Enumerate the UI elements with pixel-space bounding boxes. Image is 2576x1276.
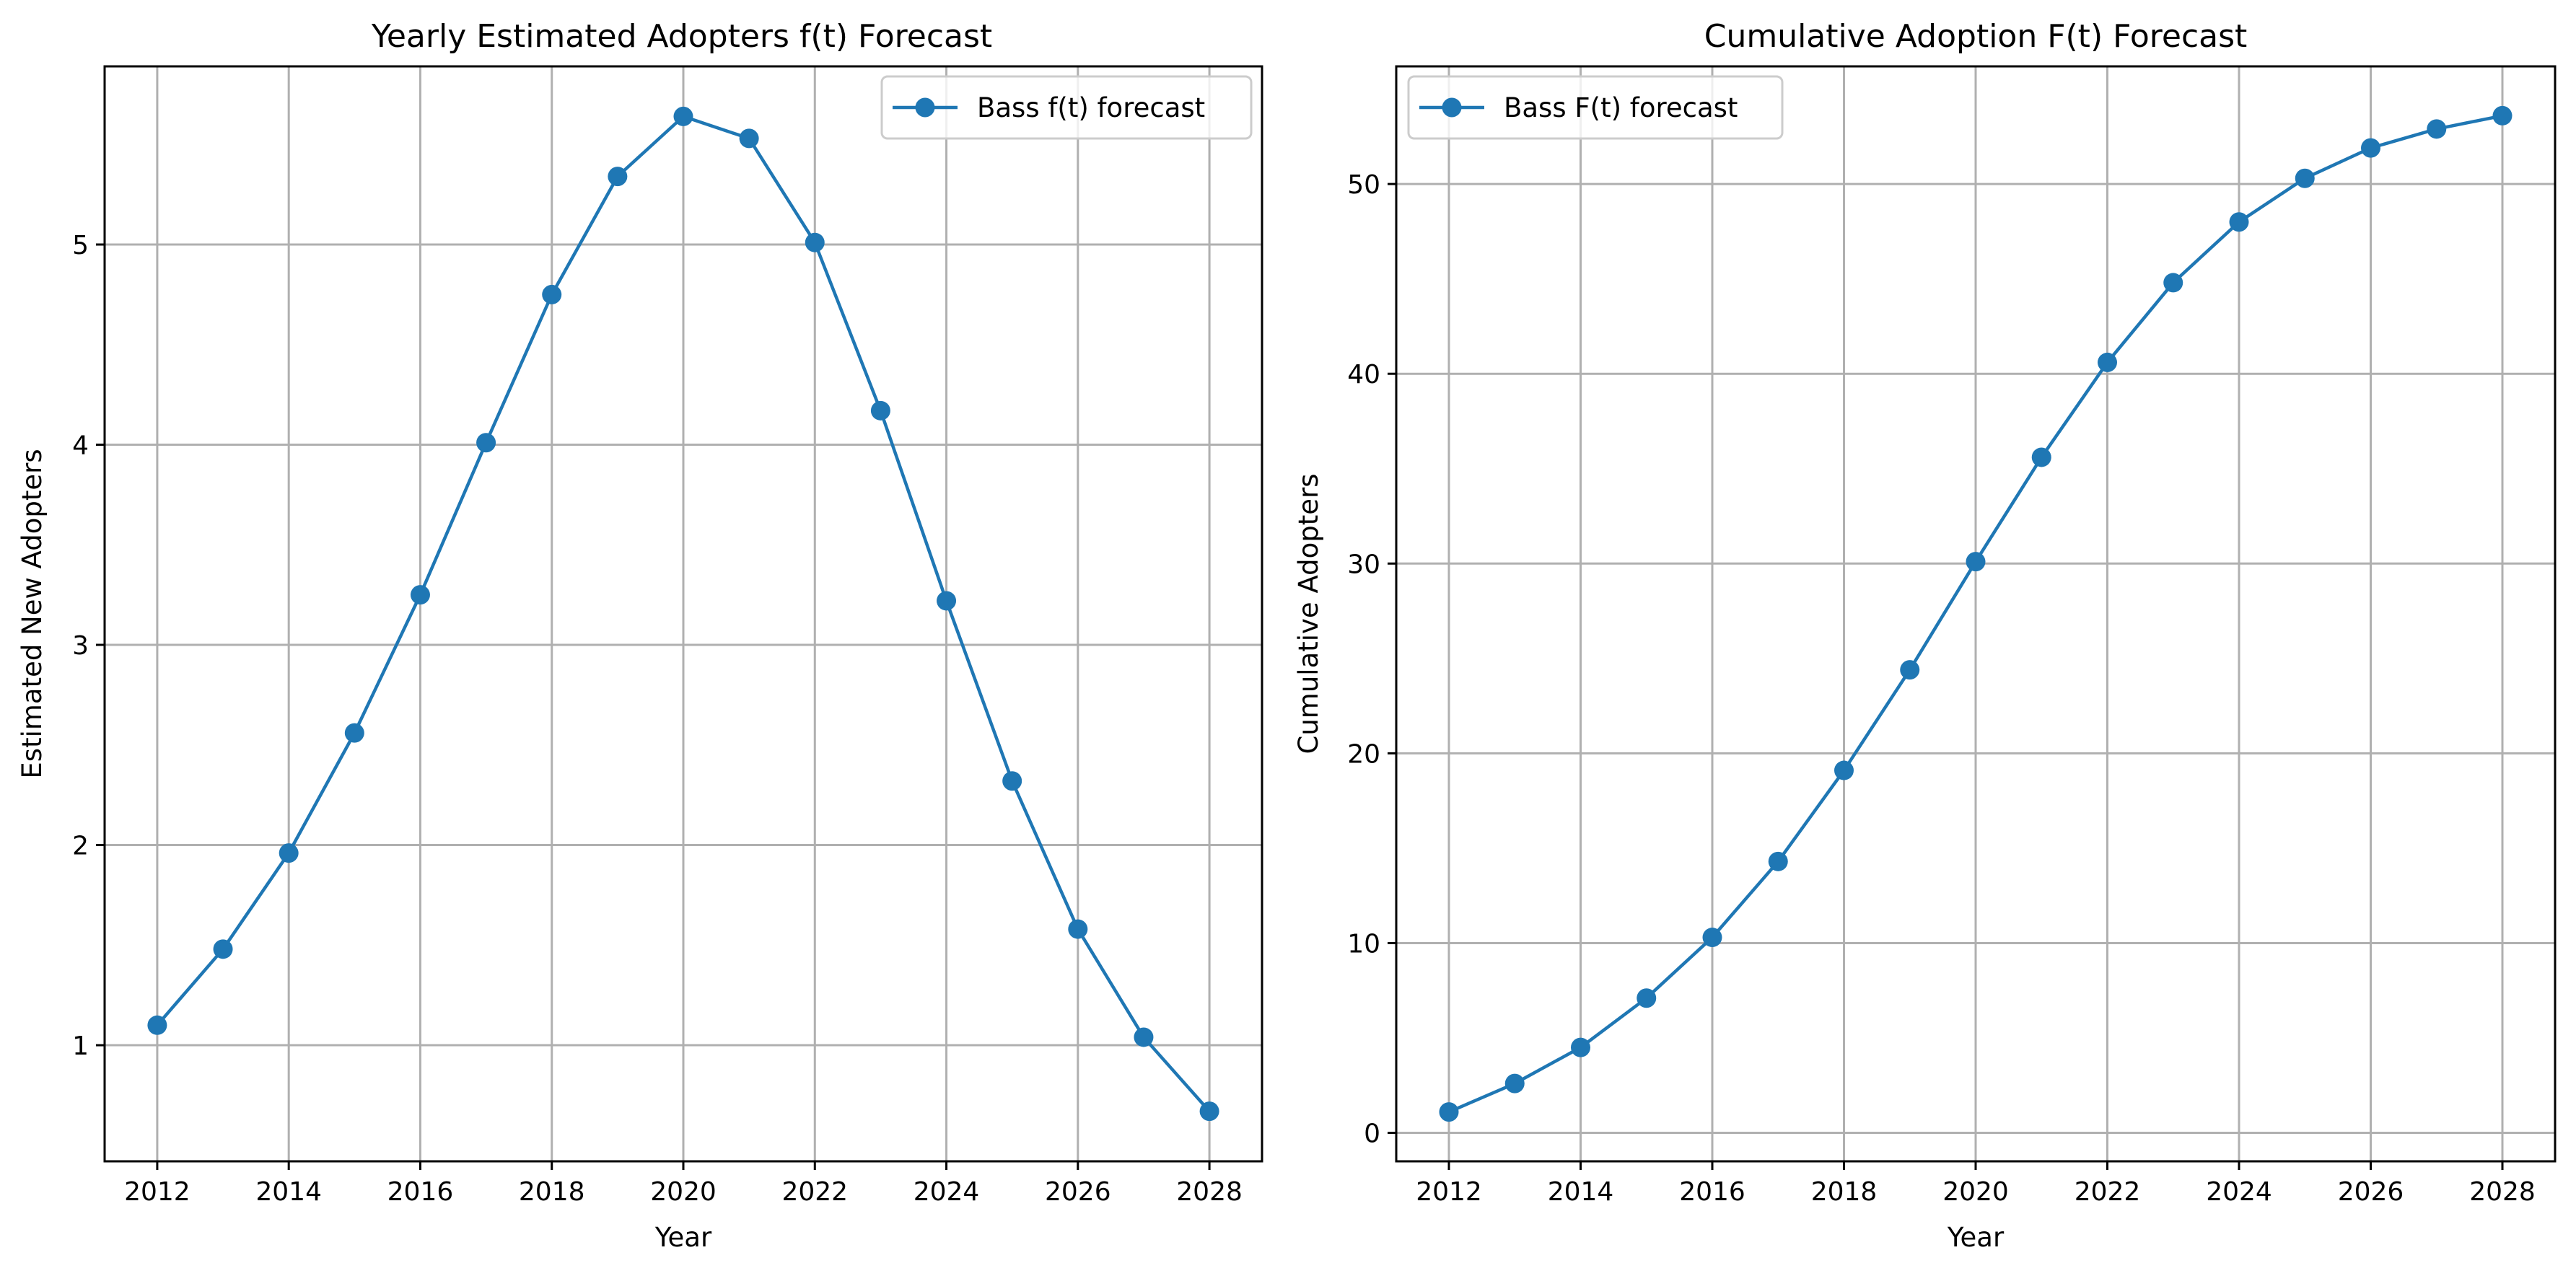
data-point[interactable]	[1002, 771, 1022, 791]
ticks: 2012 2014 2016 2018 2020 2022 2024 2026 2028 0 10 2…	[1347, 170, 2536, 1207]
x-tick-label: 2024	[2206, 1177, 2272, 1207]
legend-entry-label: Bass F(t) forecast	[1504, 92, 1738, 123]
legend-box	[880, 75, 1253, 140]
ticks: 2012 2014 2016 2018 2020 2022 2024 2026 2028 1 2 3 4…	[72, 231, 1243, 1207]
data-point[interactable]	[279, 843, 299, 863]
data-point[interactable]	[608, 167, 628, 187]
data-point[interactable]	[1571, 1037, 1590, 1057]
data-point[interactable]	[2427, 119, 2447, 139]
legend-entry-label: Bass f(t) forecast	[977, 92, 1205, 123]
data-point[interactable]	[1199, 1101, 1219, 1122]
grid	[1396, 66, 2555, 1161]
data-point[interactable]	[2229, 212, 2249, 232]
data-point[interactable]	[1900, 660, 1920, 680]
grid	[105, 66, 1262, 1161]
y-tick-label: 5	[72, 231, 89, 260]
x-tick-label: 2018	[1811, 1177, 1878, 1207]
data-point[interactable]	[1834, 760, 1854, 780]
x-tick-label: 2016	[387, 1177, 454, 1207]
y-tick-label: 1	[72, 1031, 89, 1061]
legend-marker-sample	[915, 97, 935, 118]
data-point[interactable]	[1504, 1073, 1525, 1094]
data-point[interactable]	[2295, 168, 2315, 188]
x-tick-label: 2028	[1176, 1177, 1243, 1207]
x-axis-label: Year	[1947, 1222, 2005, 1253]
data-point[interactable]	[2492, 105, 2513, 126]
x-tick-label: 2028	[2469, 1177, 2536, 1207]
y-tick-label: 50	[1347, 170, 1380, 200]
data-point[interactable]	[673, 106, 693, 126]
data-point[interactable]	[2361, 138, 2380, 158]
chart-yearly-adopters: Yearly Estimated Adopters f(t) Forecast …	[17, 18, 1263, 1253]
y-tick-label: 40	[1347, 360, 1380, 390]
data-point[interactable]	[1068, 919, 1088, 939]
y-tick-label: 20	[1347, 739, 1380, 769]
data-point[interactable]	[213, 939, 233, 959]
data-point[interactable]	[937, 591, 957, 611]
x-tick-label: 2020	[650, 1177, 717, 1207]
data-point[interactable]	[1637, 988, 1657, 1008]
y-tick-label: 10	[1347, 929, 1380, 959]
chart-cumulative-adoption: Cumulative Adoption F(t) Forecast 2012 20…	[1293, 18, 2557, 1253]
x-tick-label: 2020	[1942, 1177, 2009, 1207]
x-tick-label: 2022	[781, 1177, 848, 1207]
data-point[interactable]	[870, 400, 890, 421]
data-point[interactable]	[410, 585, 430, 605]
data-point[interactable]	[542, 284, 562, 304]
legend-marker-sample	[1442, 97, 1462, 118]
x-tick-label: 2012	[124, 1177, 190, 1207]
data-point[interactable]	[147, 1015, 167, 1035]
data-point[interactable]	[2031, 447, 2051, 467]
x-tick-label: 2026	[2338, 1177, 2404, 1207]
x-tick-label: 2018	[519, 1177, 585, 1207]
data-point[interactable]	[1966, 552, 1986, 572]
chart-title: Yearly Estimated Adopters f(t) Forecast	[371, 18, 992, 55]
y-tick-label: 3	[72, 631, 89, 661]
data-point[interactable]	[1702, 928, 1722, 948]
data-point[interactable]	[344, 723, 364, 743]
x-tick-label: 2024	[914, 1177, 980, 1207]
x-tick-label: 2012	[1416, 1177, 1482, 1207]
y-tick-label: 0	[1364, 1119, 1380, 1149]
y-tick-label: 2	[72, 832, 89, 861]
data-point[interactable]	[2163, 273, 2183, 293]
x-tick-label: 2026	[1045, 1177, 1111, 1207]
plot-area	[1439, 105, 2513, 1122]
y-axis-label: Estimated New Adopters	[17, 449, 48, 778]
data-point[interactable]	[1134, 1027, 1154, 1047]
legend[interactable]: Bass f(t) forecast	[880, 75, 1253, 140]
x-tick-label: 2022	[2075, 1177, 2141, 1207]
data-point[interactable]	[739, 128, 759, 149]
legend[interactable]: Bass F(t) forecast	[1407, 75, 1784, 140]
data-point[interactable]	[1768, 851, 1788, 871]
data-point[interactable]	[476, 433, 496, 453]
chart-title: Cumulative Adoption F(t) Forecast	[1704, 18, 2248, 55]
data-point[interactable]	[805, 232, 825, 252]
x-tick-label: 2014	[255, 1177, 322, 1207]
data-point[interactable]	[2098, 352, 2117, 372]
x-axis-label: Year	[654, 1222, 712, 1253]
x-tick-label: 2014	[1548, 1177, 1614, 1207]
y-tick-label: 4	[72, 431, 89, 461]
data-point[interactable]	[1439, 1102, 1459, 1122]
x-tick-label: 2016	[1679, 1177, 1745, 1207]
legend-box	[1407, 75, 1784, 140]
y-tick-label: 30	[1347, 550, 1380, 579]
plot-area	[147, 106, 1219, 1122]
y-axis-label: Cumulative Adopters	[1293, 474, 1324, 754]
